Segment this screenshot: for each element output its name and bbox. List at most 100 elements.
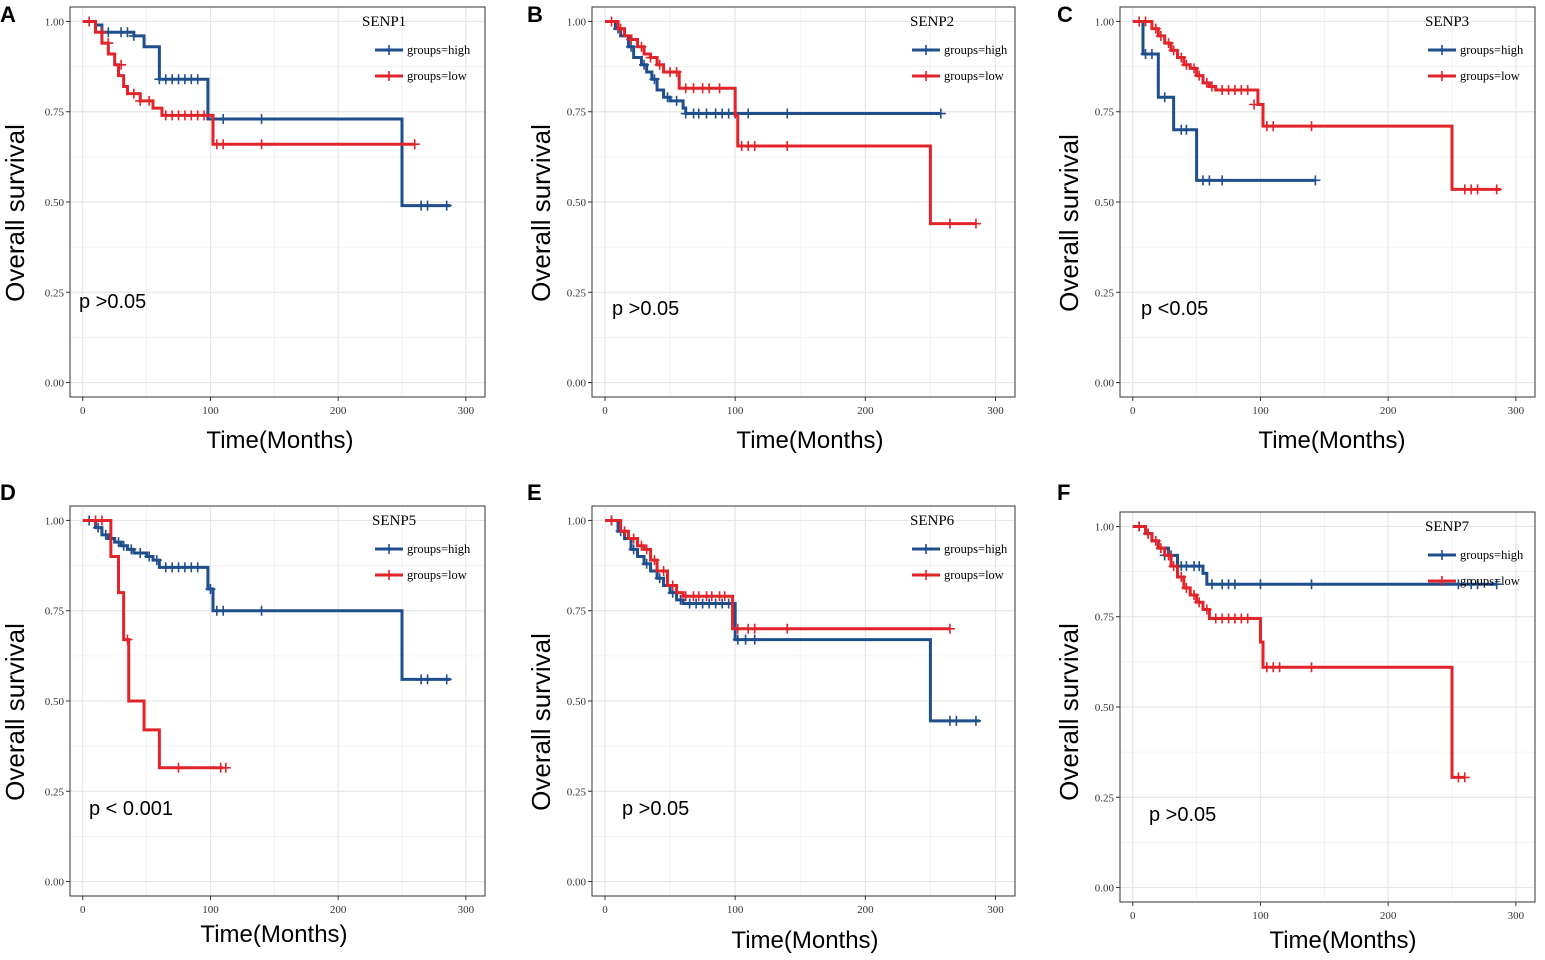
legend-label-high: groups=high xyxy=(1460,43,1524,57)
x-tick-label: 200 xyxy=(330,405,347,417)
censor-mark-high xyxy=(639,59,650,70)
censor-mark-low xyxy=(144,95,155,106)
y-tick-label: 0.75 xyxy=(567,606,587,618)
censor-mark-high xyxy=(135,547,146,558)
x-tick-label: 300 xyxy=(1508,405,1525,417)
censor-mark-high xyxy=(1159,92,1170,103)
censor-mark-high xyxy=(256,605,267,616)
censor-mark-low xyxy=(1306,121,1317,132)
x-tick-label: 100 xyxy=(202,904,219,916)
censor-mark-low xyxy=(135,95,146,106)
censor-mark-high xyxy=(1255,579,1266,590)
panel-letter: B xyxy=(527,2,543,27)
legend-censor-mark xyxy=(1437,45,1447,55)
censor-mark-high xyxy=(1491,579,1502,590)
censor-mark-high xyxy=(1310,175,1321,186)
censor-mark-low xyxy=(645,52,656,63)
y-tick-label: 0.00 xyxy=(1095,883,1115,895)
y-tick-label: 0.75 xyxy=(45,606,65,618)
censor-mark-high xyxy=(144,551,155,562)
censor-mark-low xyxy=(619,526,630,537)
p-value-annotation: p >0.05 xyxy=(622,798,689,820)
censor-mark-low xyxy=(732,623,743,634)
legend-censor-mark xyxy=(921,71,931,81)
censor-mark-high xyxy=(218,113,229,124)
censor-mark-high xyxy=(113,537,124,548)
censor-mark-low xyxy=(1155,30,1166,41)
survival-curve-low xyxy=(1132,524,1465,779)
censor-mark-low xyxy=(1249,99,1260,110)
censor-mark-low xyxy=(615,23,626,34)
panel-letter: E xyxy=(527,480,542,505)
legend-label-low: groups=low xyxy=(407,69,467,83)
x-axis-label: Time(Months) xyxy=(1269,927,1416,954)
y-tick-label: 0.75 xyxy=(1095,107,1115,119)
censor-mark-low xyxy=(1168,45,1179,56)
panel-e: 0 100 200 300 0.00 0.25 0.50 0.75 1.00 E SENP6 grou… xyxy=(526,480,1016,954)
y-tick-label: 0.00 xyxy=(1095,378,1115,390)
gene-title: SENP1 xyxy=(362,14,406,30)
y-tick-label: 0.25 xyxy=(1095,792,1115,804)
legend-label-high: groups=high xyxy=(944,542,1008,556)
y-tick-label: 0.25 xyxy=(1095,287,1115,299)
censor-mark-low xyxy=(1459,772,1470,783)
censor-mark-low xyxy=(1176,572,1187,582)
censor-mark-high xyxy=(1229,579,1240,590)
legend-censor-mark xyxy=(384,544,394,554)
censor-mark-high xyxy=(192,562,203,573)
p-value-annotation: p <0.05 xyxy=(1141,298,1208,320)
x-tick-label: 0 xyxy=(1130,910,1136,922)
censor-mark-high xyxy=(1472,579,1483,590)
censor-mark-high xyxy=(671,95,682,106)
y-axis-label: Overall survival xyxy=(526,633,556,811)
censor-mark-low xyxy=(1242,85,1253,96)
panel-b: 0 100 200 300 0.00 0.25 0.50 0.75 1.00 B SENP2 grou… xyxy=(526,2,1016,454)
censor-mark-low xyxy=(606,16,617,27)
censor-mark-high xyxy=(1306,579,1317,590)
x-tick-label: 200 xyxy=(857,904,874,916)
censor-mark-low xyxy=(636,540,647,551)
legend-censor-mark xyxy=(1437,71,1447,81)
censor-mark-low xyxy=(749,623,760,634)
censor-mark-low xyxy=(103,38,114,49)
x-tick-label: 0 xyxy=(602,904,608,916)
y-tick-label: 0.75 xyxy=(567,107,587,119)
x-tick-label: 300 xyxy=(987,904,1004,916)
censor-mark-high xyxy=(935,108,946,119)
censor-mark-low xyxy=(628,533,639,544)
y-tick-label: 0.00 xyxy=(567,877,587,889)
censor-mark-low xyxy=(1194,597,1205,608)
censor-mark-high xyxy=(128,30,139,41)
gene-title: SENP3 xyxy=(1425,14,1469,30)
censor-mark-high xyxy=(1453,579,1464,590)
censor-mark-low xyxy=(84,16,95,27)
legend-label-high: groups=high xyxy=(407,43,471,57)
x-tick-label: 200 xyxy=(1380,910,1397,922)
legend-label-low: groups=low xyxy=(944,69,1004,83)
legend-censor-mark xyxy=(1437,576,1447,586)
x-tick-label: 200 xyxy=(330,904,347,916)
censor-mark-low xyxy=(1181,582,1192,593)
legend-label-high: groups=high xyxy=(1460,548,1524,562)
censor-mark-low xyxy=(1140,16,1151,27)
censor-mark-low xyxy=(116,59,127,70)
y-tick-label: 1.00 xyxy=(1095,16,1115,28)
legend-censor-mark xyxy=(384,570,394,580)
x-tick-label: 200 xyxy=(857,405,874,417)
y-tick-label: 0.75 xyxy=(45,107,65,119)
y-axis-label: Overall survival xyxy=(1054,134,1084,312)
censor-mark-low xyxy=(658,566,669,576)
censor-mark-low xyxy=(704,83,715,94)
censor-mark-low xyxy=(944,623,955,634)
censor-mark-low xyxy=(256,139,267,150)
legend-label-high: groups=high xyxy=(944,43,1008,57)
panel-f: 0 100 200 300 0.00 0.25 0.50 0.75 1.00 F SENP7 grou… xyxy=(1054,480,1536,954)
censor-mark-high xyxy=(151,555,162,566)
y-axis-label: Overall survival xyxy=(0,124,30,302)
censor-mark-low xyxy=(1274,662,1285,673)
x-tick-label: 0 xyxy=(602,405,608,417)
censor-mark-high xyxy=(422,200,433,211)
censor-mark-low xyxy=(944,218,955,229)
x-tick-label: 300 xyxy=(1508,910,1525,922)
y-tick-label: 1.00 xyxy=(1095,521,1115,533)
